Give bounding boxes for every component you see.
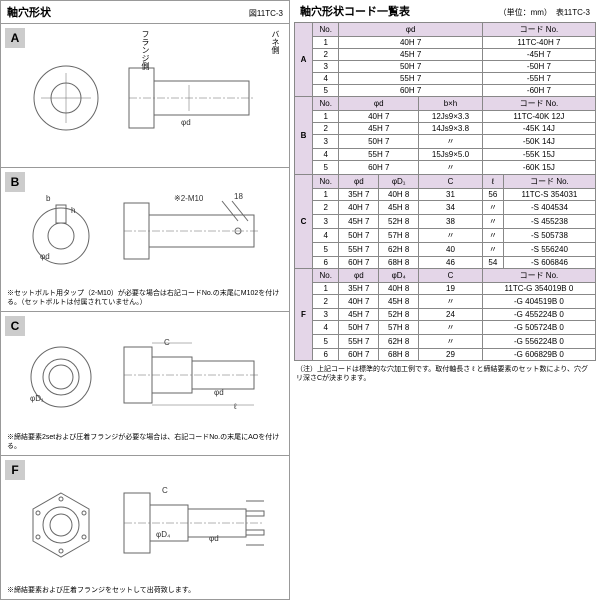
dim-b: b [46, 194, 51, 203]
left-panel: 軸穴形状 図11TC-3 A フランジ側 バネ側 φd [0, 0, 290, 600]
drawing-f-side: C φD₄ φd [114, 483, 274, 563]
label-spring: バネ側 [270, 30, 281, 54]
right-sub: 表11TC-3 [556, 8, 590, 17]
note-c: ※締結要素2setおよび圧着フランジが必要な場合は、右記コードNo.の末尾にAO… [7, 432, 283, 453]
right-note: （注）上記コードは標準的な穴加工例です。取付軸長さ ℓ と締結要素のセット数によ… [294, 361, 596, 387]
right-header: 軸穴形状コード一覧表 （単位：mm） 表11TC-3 [294, 0, 596, 22]
drawing-f-front [16, 483, 106, 563]
section-b: B b h φd ※2-M10 18 [1, 167, 289, 311]
section-f-label: F [5, 460, 25, 480]
drawing-b-front: b h φd [16, 191, 106, 271]
dim-d1: φD₁ [30, 394, 44, 403]
section-a-label: A [5, 28, 25, 48]
section-c: C φD₁ C φd ℓ [1, 311, 289, 455]
drawing-c-side: C φd ℓ [114, 335, 274, 415]
dim-h: h [71, 206, 75, 215]
tables: ANo.φdコード No.140H 711TC-40H 7245H 7-45H … [294, 22, 596, 361]
left-header: 軸穴形状 図11TC-3 [1, 1, 289, 23]
label-flange: フランジ側 [140, 30, 151, 70]
dim-18: 18 [234, 192, 243, 201]
section-c-label: C [5, 316, 25, 336]
right-title: 軸穴形状コード一覧表 [300, 3, 410, 19]
dim-phid-b: φd [40, 252, 50, 261]
dim-d4: φD₄ [156, 530, 170, 539]
left-title: 軸穴形状 [7, 4, 51, 20]
dim-c: C [164, 338, 170, 347]
note-f: ※締結要素および圧着フランジをセットして出荷致します。 [7, 585, 283, 597]
section-a: A フランジ側 バネ側 φd [1, 23, 289, 167]
right-panel: 軸穴形状コード一覧表 （単位：mm） 表11TC-3 ANo.φdコード No.… [290, 0, 600, 600]
left-sub: 図11TC-3 [249, 8, 283, 19]
dim-phid-a: φd [181, 118, 191, 127]
section-f: F [1, 455, 289, 599]
dim-c-f: C [162, 486, 168, 495]
dim-phid-c: φd [214, 388, 224, 397]
note-b: ※セットボルト用タップ（2-M10）が必要な場合は右記コードNo.の末尾にM10… [7, 288, 283, 309]
section-b-label: B [5, 172, 25, 192]
dim-l: ℓ [233, 402, 237, 411]
drawing-b-side: ※2-M10 18 [114, 191, 274, 271]
dim-phid-f: φd [209, 534, 219, 543]
right-units: （単位：mm） [499, 8, 548, 17]
drawing-a-front [21, 53, 111, 143]
annot-m10: ※2-M10 [174, 194, 204, 203]
drawing-c-front: φD₁ [16, 335, 106, 415]
